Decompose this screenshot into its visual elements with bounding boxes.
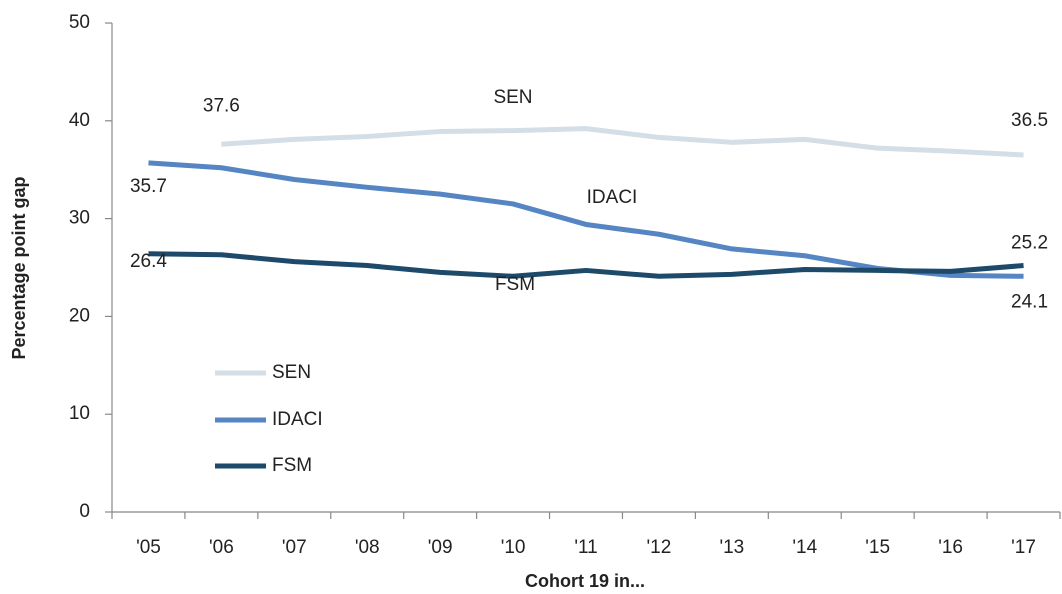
data-label: 35.7 [130,176,167,197]
x-tick-label: '10 [501,537,526,558]
x-tick-label: '05 [136,537,161,558]
x-tick-label: '06 [209,537,234,558]
x-tick-label: '14 [792,537,817,558]
y-tick-label: 50 [69,12,90,33]
data-label: 37.6 [203,95,240,116]
x-tick-label: '16 [938,537,963,558]
x-axis-title: Cohort 19 in... [525,571,645,591]
line-series [148,251,1024,279]
x-tick-label: '07 [282,537,307,558]
x-tick-label: '11 [574,537,597,558]
y-tick-label: 0 [79,501,90,522]
legend-label: FSM [272,455,312,476]
legend-label: IDACI [272,409,323,430]
y-tick-label: 30 [69,208,90,229]
y-axis-title: Percentage point gap [9,176,29,359]
x-tick-label: '12 [647,537,672,558]
data-label: 25.2 [1011,233,1048,254]
data-label: 36.5 [1011,110,1048,131]
data-label: 26.4 [130,251,167,272]
x-tick-label: '09 [428,537,453,558]
data-label: 24.1 [1011,291,1048,312]
y-tick-label: 20 [69,305,90,326]
x-tick-label: '17 [1011,537,1036,558]
line-series [221,126,1024,158]
legend-label: SEN [272,362,311,383]
series-annotation: IDACI [587,187,638,208]
y-tick-label: 40 [69,110,90,131]
y-tick-label: 10 [69,403,90,424]
x-tick-label: '08 [355,537,380,558]
series-annotation: FSM [495,274,535,295]
series-annotation: SEN [493,87,532,108]
x-tick-label: '15 [865,537,890,558]
x-tick-label: '13 [719,537,744,558]
